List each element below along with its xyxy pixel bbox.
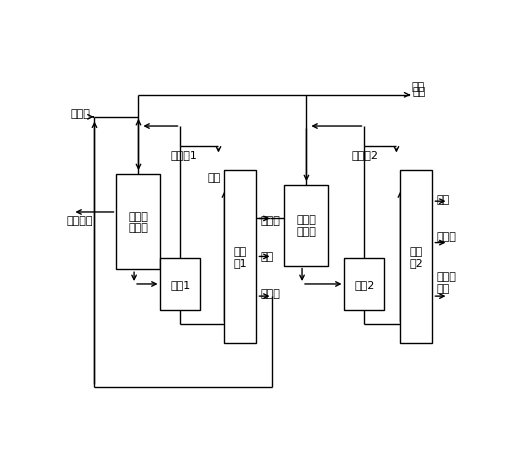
Text: 高分2: 高分2 — [354, 279, 375, 289]
Text: 分馏
塔2: 分馏 塔2 — [410, 246, 423, 268]
Text: 柴油: 柴油 — [261, 252, 273, 262]
Text: 新氢: 新氢 — [412, 87, 426, 97]
Text: 气体: 气体 — [437, 195, 449, 205]
Text: 循环气1: 循环气1 — [170, 149, 197, 159]
Text: 含硫物质: 含硫物质 — [67, 215, 93, 225]
Text: 气体: 气体 — [207, 173, 221, 183]
Text: 第一段
反应区: 第一段 反应区 — [128, 211, 149, 233]
Bar — [160, 259, 200, 310]
Text: 高分1: 高分1 — [170, 279, 190, 289]
Text: 新氢: 新氢 — [412, 82, 425, 92]
Text: 石脑油: 石脑油 — [261, 215, 280, 225]
Text: 循环油: 循环油 — [261, 288, 280, 298]
Text: 石脑油: 石脑油 — [437, 232, 456, 242]
Text: 低凝点
柴油: 低凝点 柴油 — [437, 272, 456, 293]
Bar — [400, 171, 432, 343]
Bar — [284, 185, 329, 266]
Text: 原料油: 原料油 — [71, 109, 90, 119]
Text: 分馏
塔1: 分馏 塔1 — [234, 246, 247, 268]
Bar — [224, 171, 256, 343]
Bar — [345, 259, 384, 310]
Text: 循环气2: 循环气2 — [351, 149, 379, 159]
Bar — [117, 174, 160, 270]
Text: 第二段
反应区: 第二段 反应区 — [297, 215, 316, 237]
